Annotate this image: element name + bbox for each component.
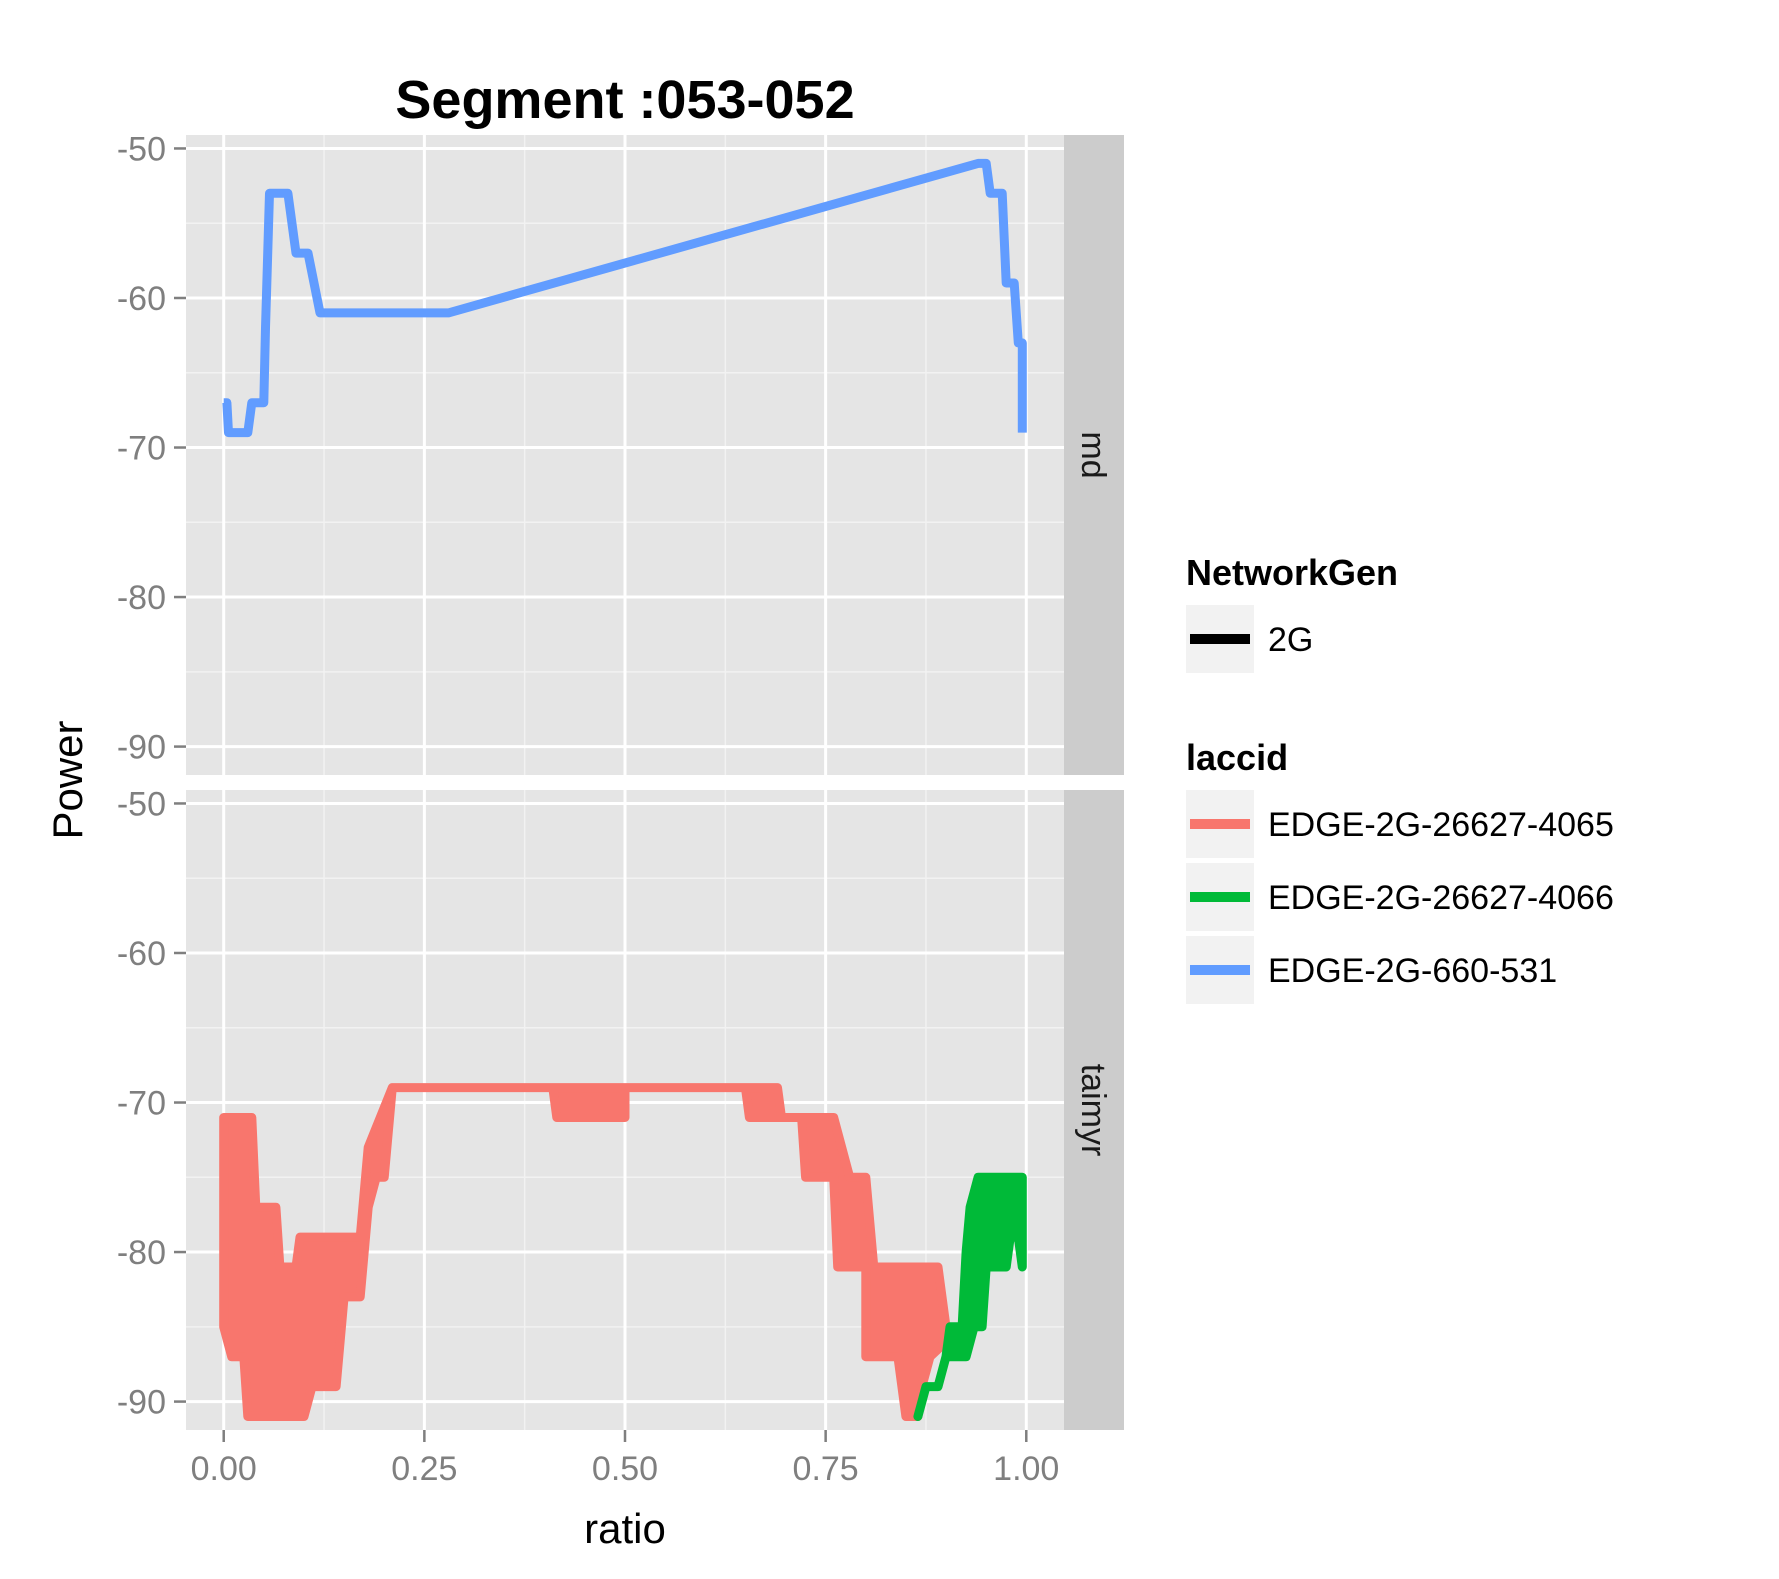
legend-group-NetworkGen: NetworkGen 2G <box>1186 552 1398 673</box>
y-tick-label: -50 <box>117 785 166 823</box>
y-tick-label: -60 <box>117 935 166 973</box>
x-tick-label: 0.00 <box>191 1450 257 1488</box>
y-tick-label: -60 <box>117 280 166 318</box>
panel-data <box>219 1083 1027 1421</box>
y-tick-label: -70 <box>117 1085 166 1123</box>
legend-label: 2G <box>1268 621 1313 659</box>
facet-strip <box>1064 135 1124 775</box>
panel-md: md <box>186 135 1124 775</box>
legend: NetworkGen 2G laccid EDGE-2G-26627-4065 EDGE… <box>1186 552 1614 1004</box>
series-band <box>913 1172 1027 1421</box>
y-tick-label: -90 <box>117 729 166 767</box>
x-tick-label: 0.50 <box>592 1450 658 1488</box>
facet-strip-label: md <box>1074 431 1112 478</box>
legend-label: EDGE-2G-26627-4065 <box>1268 806 1614 844</box>
facet-strip <box>1064 790 1124 1430</box>
y-tick-label: -50 <box>117 130 166 168</box>
y-tick-label: -80 <box>117 579 166 617</box>
x-tick-label: 1.00 <box>993 1450 1059 1488</box>
series-line <box>222 158 1027 438</box>
panel-data <box>222 158 1027 438</box>
facet-strip-label: taimyr <box>1074 1064 1112 1157</box>
legend-group-laccid: laccid EDGE-2G-26627-4065 EDGE-2G-26627-40… <box>1186 737 1614 1004</box>
axis-layer: -50 -60 -70 -80 -90 -50 -60 -70 -80 -90 0.00 0.25 0.… <box>117 130 1060 1488</box>
legend-title: NetworkGen <box>1186 552 1398 593</box>
x-axis-label: ratio <box>584 1505 666 1552</box>
y-tick-label: -90 <box>117 1384 166 1422</box>
x-tick-label: 0.75 <box>793 1450 859 1488</box>
y-tick-label: -70 <box>117 430 166 468</box>
chart-title: Segment :053-052 <box>395 70 854 130</box>
x-tick-label: 0.25 <box>391 1450 457 1488</box>
y-tick-label: -80 <box>117 1234 166 1272</box>
legend-title: laccid <box>1186 737 1288 778</box>
panel-taimyr: taimyr <box>186 790 1124 1430</box>
y-axis-label: Power <box>44 720 91 839</box>
legend-label: EDGE-2G-660-531 <box>1268 952 1557 990</box>
legend-label: EDGE-2G-26627-4066 <box>1268 879 1614 917</box>
panels-layer: md taimyr <box>186 135 1124 1430</box>
